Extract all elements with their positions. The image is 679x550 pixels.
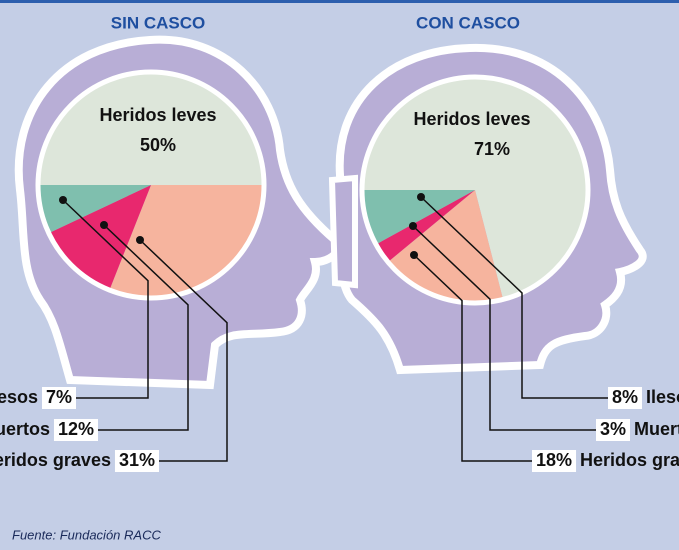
infographic: Fuente: Fundación RACC SIN CASCO Heridos …: [0, 0, 679, 550]
slice-name: Ilesos: [0, 387, 38, 407]
data-label: 12%: [58, 419, 94, 439]
data-label: 71%: [474, 139, 510, 159]
leader-dot: [100, 221, 108, 229]
leader-dot: [59, 196, 67, 204]
helmet-strap: [332, 178, 355, 285]
slice-name: Heridos leves: [99, 105, 216, 125]
slice-name: Heridos leves: [413, 109, 530, 129]
slice-name: Heridos graves: [580, 450, 679, 470]
data-label: 7%: [46, 387, 72, 407]
slice-name: Muertos: [634, 419, 679, 439]
data-label: 50%: [140, 135, 176, 155]
slice-name: Ilesos: [646, 387, 679, 407]
slice-name: Muertos: [0, 419, 50, 439]
data-label: 18%: [536, 450, 572, 470]
slice-name: Heridos graves: [0, 450, 111, 470]
data-label: 8%: [612, 387, 638, 407]
leader-dot: [136, 236, 144, 244]
chart-title: SIN CASCO: [111, 13, 205, 32]
source-note: Fuente: Fundación RACC: [12, 527, 161, 542]
leader-dot: [417, 193, 425, 201]
top-rule: [0, 0, 679, 3]
chart-title: CON CASCO: [416, 13, 520, 32]
leader-dot: [410, 251, 418, 259]
data-label: 31%: [119, 450, 155, 470]
leader-dot: [409, 222, 417, 230]
data-label: 3%: [600, 419, 626, 439]
